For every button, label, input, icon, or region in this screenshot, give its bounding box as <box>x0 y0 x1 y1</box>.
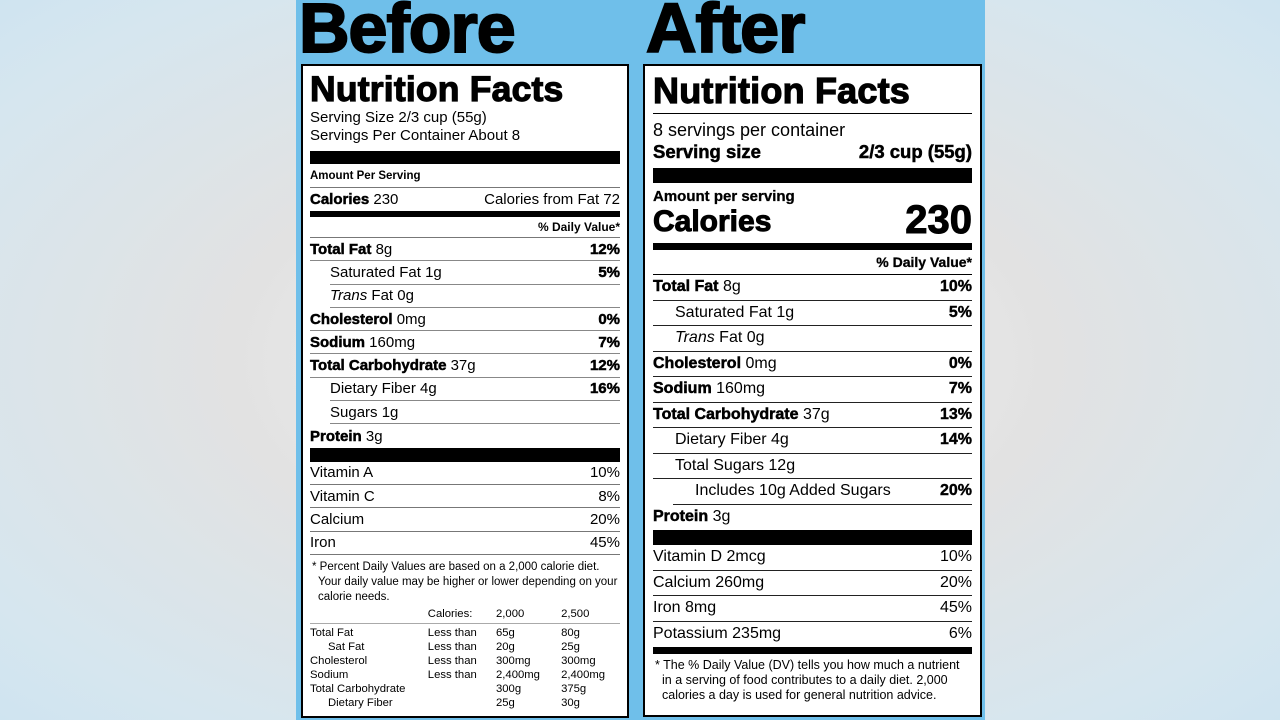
calories-label: Calories <box>652 205 772 238</box>
servings-per-container: Servings Per Container About 8 <box>310 127 521 144</box>
serving-size: Serving Size 2/3 cup (55g) <box>310 109 487 126</box>
nutrient-row-dietary-fiber: Dietary Fiber 4g 16% <box>330 378 620 402</box>
nutrient-row-trans-fat: Trans Fat 0g <box>330 285 620 308</box>
daily-value-header: % Daily Value* <box>653 250 972 275</box>
before-nutrition-label: Nutrition Facts Serving Size 2/3 cup (55… <box>301 64 629 718</box>
amount-per-serving: Amount per serving <box>653 188 795 205</box>
daily-value-header: % Daily Value* <box>310 217 620 238</box>
medium-divider <box>653 647 972 654</box>
table-row: Dietary Fiber 25g 30g <box>328 697 580 710</box>
nutrient-row-cholesterol: Cholesterol 0mg 0% <box>310 308 620 332</box>
calories-value: 230 <box>373 191 399 208</box>
thick-divider <box>653 168 972 183</box>
nutrient-row-total-fat: Total Fat 8g 12% <box>310 238 620 262</box>
medium-divider <box>653 243 972 250</box>
nutrient-row-protein: Protein 3g <box>310 427 383 445</box>
vitamin-row: Vitamin C 8% <box>310 485 620 509</box>
comparison-panel: Before After Nutrition Facts Serving Siz… <box>296 0 985 720</box>
footnote: * The % Daily Value (DV) tells you how m… <box>655 658 960 702</box>
table-row: Cholesterol Less than 300mg 300mg <box>310 655 596 668</box>
vitamin-row: Vitamin D 2mcg 10% <box>653 545 972 571</box>
after-nutrition-label: Nutrition Facts 8 servings per container… <box>643 64 982 717</box>
thick-divider <box>653 530 972 545</box>
calories-row: Calories 230 <box>652 200 972 241</box>
nutrient-row-trans-fat: Trans Fat 0g <box>653 326 972 352</box>
table-row: Sat Fat Less than 20g 25g <box>328 641 580 654</box>
medium-divider <box>310 211 620 217</box>
vitamin-row: Potassium 235mg 6% <box>653 625 972 643</box>
vitamin-row: Iron 8mg 45% <box>653 596 972 622</box>
nutrient-row-added-sugars: Includes 10g Added Sugars 20% <box>673 479 972 505</box>
label-title: Nutrition Facts <box>652 70 972 114</box>
servings-per-container: 8 servings per container <box>653 120 846 140</box>
calories-label: Calories <box>310 191 370 209</box>
nutrient-row-sodium: Sodium 160mg 7% <box>653 377 972 403</box>
nutrient-row-dietary-fiber: Dietary Fiber 4g 14% <box>653 428 972 454</box>
nutrient-row-protein: Protein 3g <box>653 508 731 526</box>
vitamin-row: Vitamin A 10% <box>310 462 620 485</box>
vitamin-row: Calcium 20% <box>310 508 620 532</box>
nutrient-row-total-sugars: Total Sugars 12g <box>653 454 972 479</box>
serving-size: Serving size 2/3 cup (55g) <box>653 141 973 163</box>
nutrient-row-sugars: Sugars 1g <box>330 401 620 425</box>
table-row: Total Fat Less than 65g 80g <box>310 627 580 640</box>
nutrient-row-cholesterol: Cholesterol 0mg 0% <box>653 352 972 377</box>
before-heading: Before <box>298 0 517 68</box>
table-row: Sodium Less than 2,400mg 2,400mg <box>310 669 606 682</box>
nutrient-row-total-carbohydrate: Total Carbohydrate 37g 13% <box>653 403 972 428</box>
thick-divider <box>310 447 620 462</box>
calories-row: Calories 230 Calories from Fat 72 <box>310 188 620 211</box>
calories-from-fat: Calories from Fat 72 <box>484 191 620 208</box>
amount-per-serving: Amount Per Serving <box>310 170 620 188</box>
calories-value: 230 <box>905 198 973 242</box>
daily-value-reference-table: Calories: 2,000 2,500 Total Fat Less than… <box>310 604 620 711</box>
vitamin-row: Calcium 260mg 20% <box>653 571 972 596</box>
vitamin-row: Iron 45% <box>310 532 620 555</box>
table-row: Total Carbohydrate 300g 375g <box>310 683 587 696</box>
nutrient-row-total-fat: Total Fat 8g 10% <box>653 275 972 301</box>
nutrient-row-sodium: Sodium 160mg 7% <box>310 331 620 355</box>
nutrient-row-saturated-fat: Saturated Fat 1g 5% <box>653 301 972 326</box>
label-title: Nutrition Facts <box>309 68 564 109</box>
nutrient-row-saturated-fat: Saturated Fat 1g 5% <box>330 261 620 285</box>
thick-divider <box>310 151 620 164</box>
after-heading: After <box>645 0 806 68</box>
footnote: * Percent Daily Values are based on a 2,… <box>312 560 618 603</box>
nutrient-row-total-carbohydrate: Total Carbohydrate 37g 12% <box>310 354 620 378</box>
